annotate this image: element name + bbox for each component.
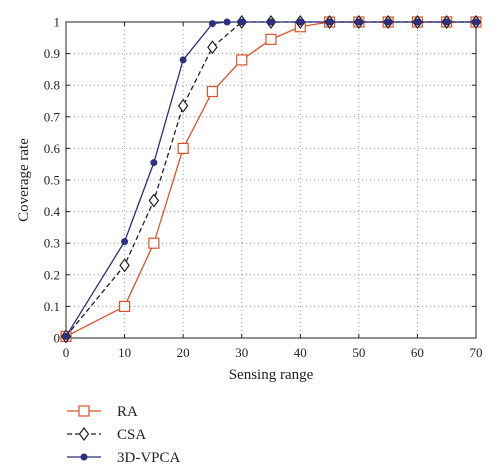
legend: RA CSA 3D-VPCA	[67, 404, 181, 466]
legend-marker-csa	[78, 427, 90, 441]
series-line-3d-vpca	[65, 21, 476, 337]
y-tick-label: 0	[54, 331, 61, 346]
data-point-ra	[236, 54, 248, 66]
series-line-csa	[65, 21, 476, 337]
axis-layer: 0 10 20 30 40 50 60 70 0 0.1 0.2 0.3 0.4 0.5 0.6 0.7 0.8…	[44, 15, 483, 361]
data-point-csa	[177, 98, 189, 113]
data-point-3d-vpca	[267, 18, 275, 26]
legend-label-csa: CSA	[117, 427, 146, 443]
data-point-3d-vpca	[62, 332, 70, 340]
x-tick-label: 50	[352, 345, 365, 360]
y-tick-label: 0.8	[44, 78, 60, 93]
x-tick-label: 60	[411, 345, 424, 360]
y-tick-label: 0.3	[44, 236, 60, 251]
data-point-3d-vpca	[326, 18, 334, 26]
data-point-3d-vpca	[355, 18, 363, 26]
x-tick-label: 0	[63, 345, 70, 360]
series-ra	[60, 16, 482, 343]
data-point-ra	[148, 237, 160, 249]
x-tick-label: 10	[118, 345, 131, 360]
legend-marker-ra	[78, 405, 90, 417]
x-axis-title: Sensing range	[229, 367, 314, 383]
data-point-3d-vpca	[296, 18, 304, 26]
x-tick-label: 40	[294, 345, 307, 360]
data-point-ra	[265, 33, 277, 45]
y-axis-title: Coverage rate	[16, 138, 32, 222]
data-point-3d-vpca	[150, 159, 158, 167]
data-point-3d-vpca	[223, 18, 231, 26]
x-tick-label: 20	[177, 345, 190, 360]
data-point-3d-vpca	[179, 56, 187, 64]
y-tick-label: 0.6	[44, 141, 61, 156]
data-point-3d-vpca	[413, 18, 421, 26]
data-point-3d-vpca	[472, 18, 480, 26]
y-tick-label: 0.4	[44, 204, 61, 219]
data-point-3d-vpca	[443, 18, 451, 26]
y-tick-label: 1	[54, 15, 61, 30]
y-tick-label: 0.7	[44, 109, 61, 124]
x-tick-label: 30	[235, 345, 248, 360]
data-point-ra	[177, 142, 189, 154]
series-layer	[60, 15, 482, 344]
y-tick-label: 0.9	[44, 46, 60, 61]
series-line-ra	[65, 21, 476, 337]
legend-label-ra: RA	[117, 404, 138, 420]
data-point-3d-vpca	[238, 18, 246, 26]
grid-layer	[66, 22, 476, 338]
data-point-3d-vpca	[384, 18, 392, 26]
x-tick-label: 70	[470, 345, 483, 360]
y-tick-label: 0.2	[44, 267, 60, 282]
legend-label-3d-vpca: 3D-VPCA	[117, 450, 181, 466]
data-point-3d-vpca	[208, 20, 216, 28]
data-point-csa	[148, 193, 160, 208]
series-csa	[60, 15, 482, 344]
legend-marker-3d-vpca	[80, 453, 88, 461]
y-tick-label: 0.5	[44, 173, 60, 188]
data-point-csa	[119, 258, 130, 273]
y-tick-label: 0.1	[44, 299, 60, 314]
series-3d-vpca	[62, 18, 480, 340]
data-point-ra	[206, 85, 219, 98]
data-point-csa	[207, 40, 218, 55]
data-point-3d-vpca	[121, 238, 129, 246]
data-point-ra	[118, 300, 131, 312]
